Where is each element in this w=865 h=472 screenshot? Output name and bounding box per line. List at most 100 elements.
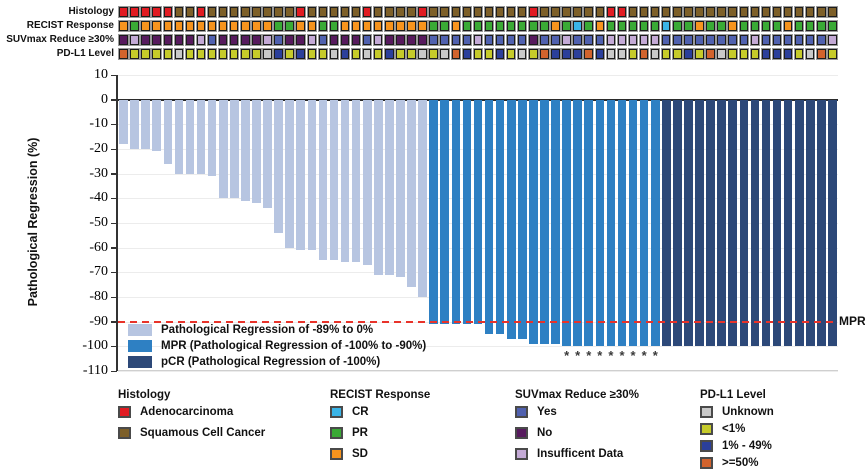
y-tick-mark [111,99,117,101]
track-square-recist [262,20,273,32]
legend-swatch [700,406,713,418]
track-square-suvmax [195,34,207,46]
track-square-histology [705,6,716,18]
track-label-histology: Histology [68,6,114,17]
track-square-recist [295,20,306,32]
in-plot-legend: Pathological Regression of -89% to 0% MPR… [128,322,426,370]
track-square-histology [450,6,462,18]
track-square-recist [705,20,716,32]
legend-label: MPR (Pathological Regression of -100% to… [161,340,427,352]
patient-bar-MPR [451,99,461,325]
track-square-histology [184,6,196,18]
track-square-pdl1 [683,48,694,60]
patient-bar-pCR [717,99,727,347]
track-square-histology [605,6,617,18]
legend-label: Insufficent Data [537,448,624,460]
bottom-legend-group: Histology Adenocarcinoma Squamous Cell Can… [118,389,265,448]
track-square-recist [605,20,617,32]
track-square-recist [417,20,428,32]
track-label-pdl1: PD-L1 Level [56,48,114,59]
track-square-pdl1 [827,48,838,60]
asterisk-marker: * [564,348,570,364]
legend-swatch [128,340,152,352]
track-square-suvmax [550,34,561,46]
grid-line [118,371,838,372]
track-square-pdl1 [671,48,683,60]
track-square-pdl1 [649,48,661,60]
y-tick-mark [111,271,117,274]
track-square-suvmax [683,34,694,46]
asterisk-marker: * [641,348,647,364]
track-square-suvmax [738,34,750,46]
patient-bar-PR089 [119,99,128,145]
track-square-suvmax [539,34,550,46]
track-square-recist [505,20,517,32]
patient-bar-PR089 [385,99,394,275]
track-square-recist [627,20,639,32]
track-square-pdl1 [583,48,594,60]
y-tick-label: -10 [89,116,108,132]
patient-bar-PR089 [362,99,372,265]
track-square-suvmax [406,34,417,46]
track-square-histology [638,6,650,18]
track-square-recist [550,20,561,32]
track-square-suvmax [306,34,318,46]
track-square-recist [572,20,583,32]
track-square-suvmax [771,34,783,46]
track-square-suvmax [694,34,705,46]
y-tick-mark [111,173,117,175]
track-square-pdl1 [727,48,738,60]
track-square-recist [129,20,140,32]
x-axis-line [118,370,838,371]
asterisk-marker: * [630,348,636,364]
track-square-histology [505,6,517,18]
track-square-pdl1 [162,48,174,60]
track-square-suvmax [184,34,196,46]
track-square-histology [804,6,816,18]
patient-bar-pCR [661,99,671,347]
track-square-pdl1 [239,48,251,60]
track-square-pdl1 [572,48,583,60]
track-square-pdl1 [395,48,406,60]
track-square-suvmax [284,34,295,46]
track-square-suvmax [483,34,495,46]
bottom-legend-item: 1% - 49% [700,440,774,452]
track-square-suvmax [760,34,772,46]
track-square-suvmax [727,34,738,46]
track-square-suvmax [328,34,340,46]
y-tick-mark [111,321,117,323]
patient-bar-pCR [706,99,715,347]
patient-bar-PR089 [141,99,151,149]
track-square-suvmax [638,34,650,46]
track-square-pdl1 [118,48,129,60]
track-square-pdl1 [793,48,805,60]
bottom-legend-group: RECIST Response CR PR SD [330,389,430,469]
track-square-pdl1 [594,48,606,60]
plot-legend-item: Pathological Regression of -89% to 0% [128,322,426,338]
track-square-pdl1 [184,48,196,60]
patient-bar-PR089 [296,99,306,251]
track-square-recist [273,20,284,32]
patient-bar-PR089 [373,99,383,275]
track-square-histology [583,6,594,18]
track-square-histology [439,6,450,18]
track-square-pdl1 [516,48,528,60]
track-square-suvmax [251,34,262,46]
track-square-pdl1 [627,48,639,60]
patient-bar-PR089 [418,99,427,297]
track-square-histology [228,6,240,18]
grid-line [118,346,838,348]
patient-bar-PR089 [307,99,317,251]
track-square-pdl1 [140,48,151,60]
track-square-pdl1 [428,48,439,60]
patient-bar-PR089 [196,99,206,174]
track-square-pdl1 [771,48,783,60]
y-tick-mark [111,74,117,76]
track-square-recist [616,20,628,32]
y-tick-label: -80 [89,289,108,304]
y-tick-mark [111,197,117,200]
track-square-suvmax [827,34,838,46]
track-square-pdl1 [705,48,716,60]
patient-bar-pCR [805,99,815,347]
track-square-pdl1 [173,48,185,60]
